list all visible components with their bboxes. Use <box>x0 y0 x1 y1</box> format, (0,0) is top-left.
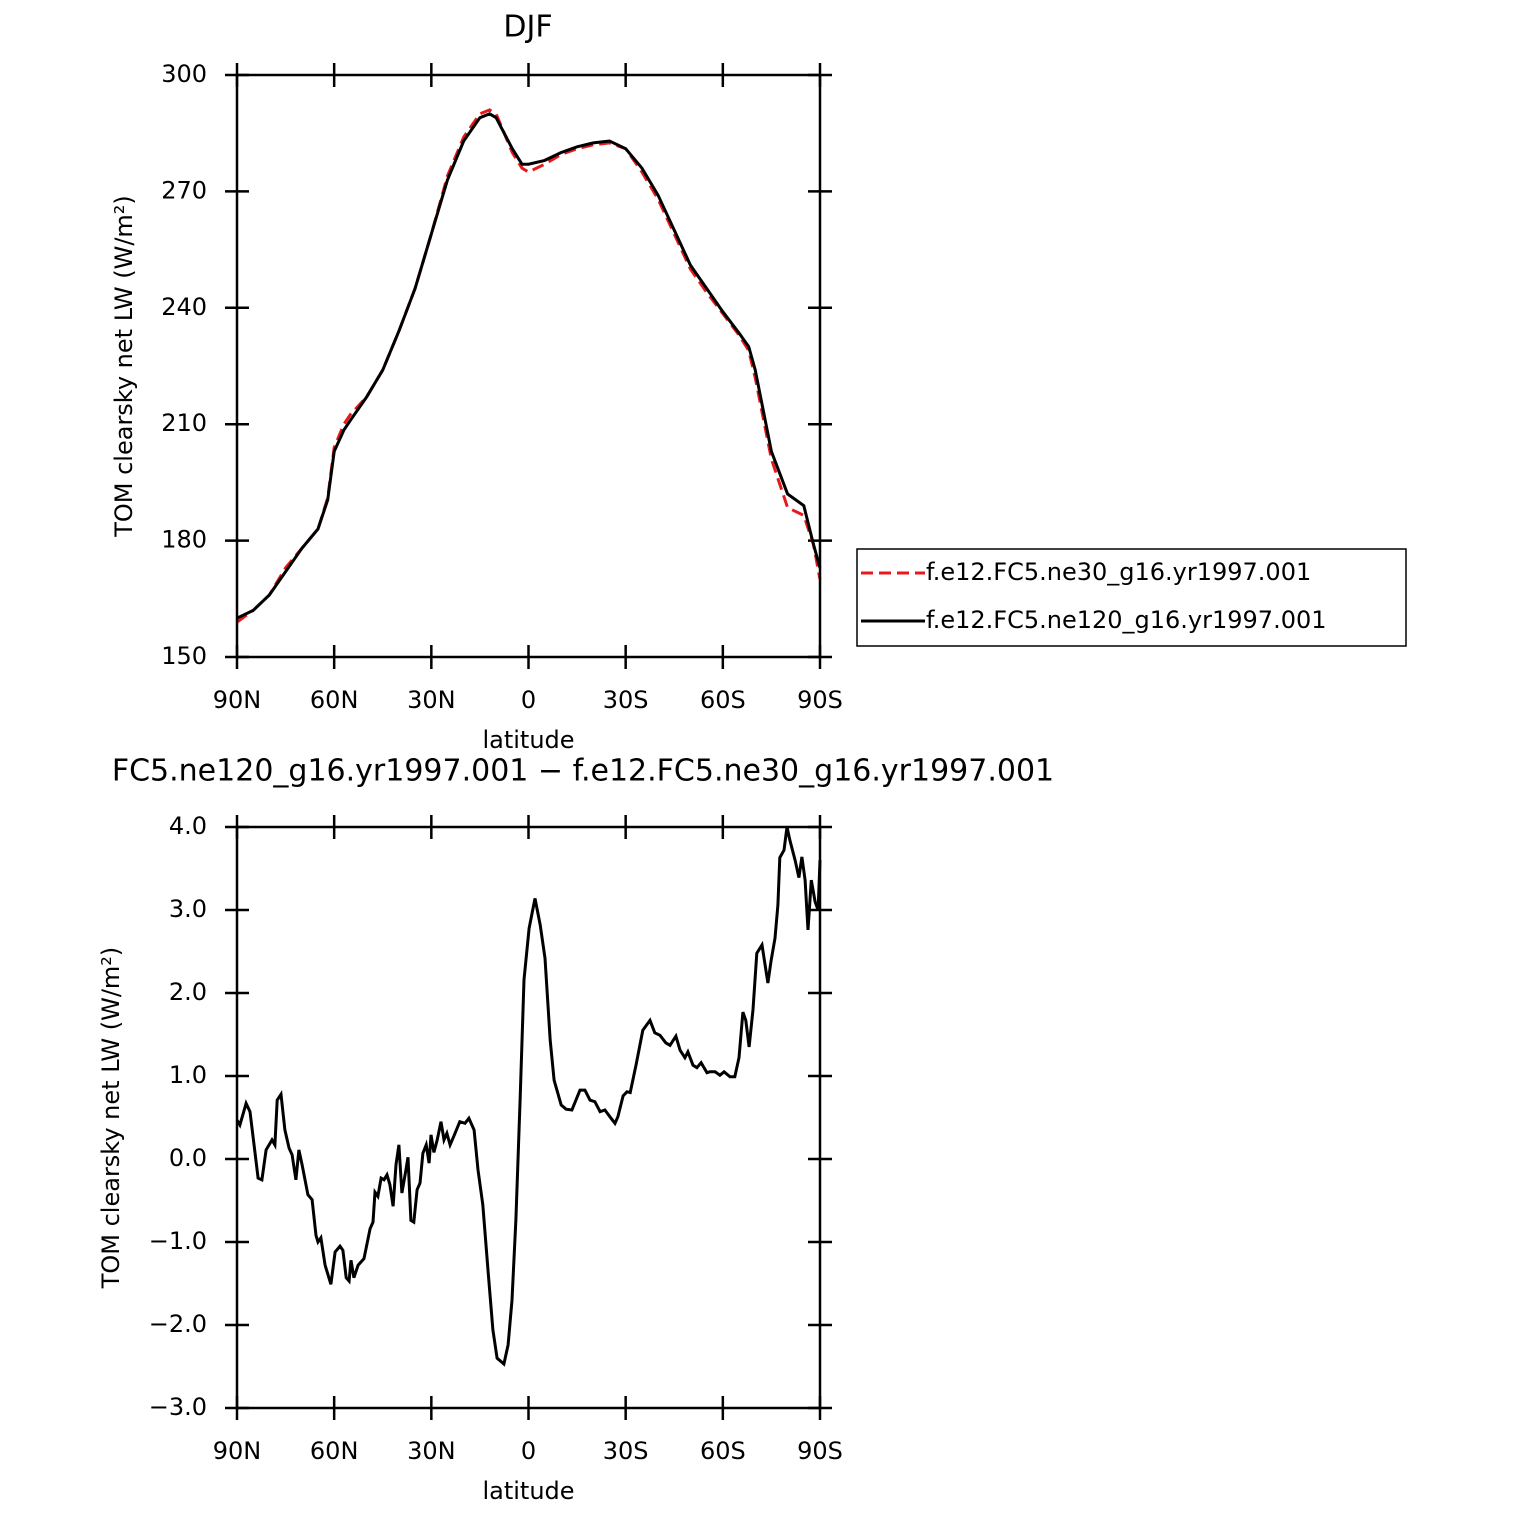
legend-label: f.e12.FC5.ne120_g16.yr1997.001 <box>926 606 1327 634</box>
x-tick-label: 60S <box>700 1437 746 1465</box>
legend-label: f.e12.FC5.ne30_g16.yr1997.001 <box>926 558 1311 586</box>
y-tick-label: 300 <box>161 60 207 88</box>
y-tick-label: 150 <box>161 642 207 670</box>
x-tick-label: 30N <box>407 686 456 714</box>
y-tick-label: 210 <box>161 409 207 437</box>
chart-title: DJF <box>503 10 552 45</box>
y-tick-label: 2.0 <box>169 978 207 1006</box>
x-tick-label: 90S <box>797 1437 843 1465</box>
x-tick-label: 0 <box>521 686 536 714</box>
x-tick-label: 0 <box>521 1437 536 1465</box>
y-tick-label: 0.0 <box>169 1144 207 1172</box>
x-tick-label: 60N <box>310 686 359 714</box>
y-tick-label: −3.0 <box>149 1393 207 1421</box>
y-tick-label: 3.0 <box>169 895 207 923</box>
y-tick-label: −1.0 <box>149 1227 207 1255</box>
plot-frame <box>235 73 822 659</box>
y-axis-label: TOM clearsky net LW (W/m²) <box>97 947 125 1290</box>
x-axis-label: latitude <box>482 726 574 754</box>
x-tick-label: 90S <box>797 686 843 714</box>
y-axis-label: TOM clearsky net LW (W/m²) <box>110 195 138 538</box>
data-line <box>236 108 822 624</box>
plot-frame <box>235 825 822 1410</box>
x-tick-label: 30S <box>603 686 649 714</box>
x-tick-label: 60S <box>700 686 746 714</box>
y-tick-label: 180 <box>161 526 207 554</box>
x-tick-label: 90N <box>213 1437 262 1465</box>
x-tick-label: 60N <box>310 1437 359 1465</box>
y-tick-label: 240 <box>161 293 207 321</box>
data-line <box>236 112 822 620</box>
x-axis-label: latitude <box>482 1477 574 1505</box>
x-tick-label: 90N <box>213 686 262 714</box>
data-line <box>235 826 822 1367</box>
y-tick-label: 270 <box>161 176 207 204</box>
y-tick-label: 4.0 <box>169 812 207 840</box>
x-tick-label: 30N <box>407 1437 456 1465</box>
chart-title: FC5.ne120_g16.yr1997.001 − f.e12.FC5.ne3… <box>112 754 1054 789</box>
y-tick-label: −2.0 <box>149 1310 207 1338</box>
legend-box <box>856 548 1407 647</box>
y-tick-label: 1.0 <box>169 1061 207 1089</box>
x-tick-label: 30S <box>603 1437 649 1465</box>
